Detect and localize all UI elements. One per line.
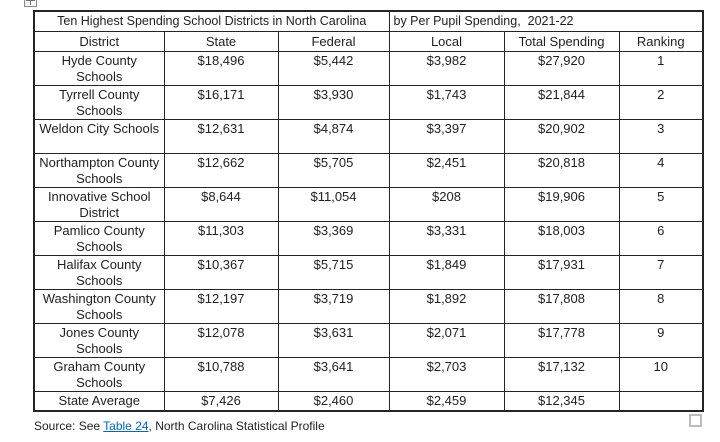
cell-state: $7,426: [163, 391, 279, 411]
col-header-local: Local: [388, 31, 505, 52]
cell-state: $18,496: [163, 51, 279, 86]
cell-ranking: 7: [618, 255, 704, 290]
cell-state: $12,078: [163, 323, 279, 358]
cell-total: $18,003: [503, 221, 620, 256]
cell-district: Graham County Schools: [33, 357, 165, 392]
cell-total: $17,931: [503, 255, 620, 290]
col-header-federal: Federal: [277, 31, 390, 52]
cell-federal: $5,705: [277, 153, 390, 188]
move-cross-icon: [25, 0, 36, 6]
cell-federal: $3,631: [277, 323, 390, 358]
state-average-row: State Average $7,426 $2,460 $2,459 $12,345: [33, 391, 704, 411]
cell-local: $3,397: [388, 119, 505, 154]
table-row: Washington County Schools $12,197 $3,719 $1…: [33, 289, 704, 324]
col-header-ranking: Ranking: [618, 31, 704, 52]
cell-ranking: [618, 391, 704, 411]
cell-state: $8,644: [163, 187, 279, 222]
cell-state: $11,303: [163, 221, 279, 256]
table-title-right: by Per Pupil Spending, 2021-22: [388, 10, 704, 32]
table-24-link[interactable]: Table 24: [103, 419, 149, 433]
table-row: Jones County Schools $12,078 $3,631 $2,071 $…: [33, 323, 704, 358]
col-header-district: District: [33, 31, 165, 52]
cell-district: Innovative School District: [33, 187, 165, 222]
cell-district: Hyde County Schools: [33, 51, 165, 86]
cell-ranking: 4: [618, 153, 704, 188]
cell-federal: $3,369: [277, 221, 390, 256]
cell-district: Pamlico County Schools: [33, 221, 165, 256]
table-resize-handle[interactable]: [689, 414, 702, 427]
cell-total: $21,844: [503, 85, 620, 120]
cell-ranking: 6: [618, 221, 704, 256]
cell-state: $12,197: [163, 289, 279, 324]
cell-ranking: 2: [618, 85, 704, 120]
cell-federal: $4,874: [277, 119, 390, 154]
cell-total: $17,132: [503, 357, 620, 392]
cell-federal: $3,719: [277, 289, 390, 324]
cell-total: $17,808: [503, 289, 620, 324]
table-row: Hyde County Schools $18,496 $5,442 $3,982 $2…: [33, 51, 704, 86]
cell-federal: $5,715: [277, 255, 390, 290]
cell-state: $10,788: [163, 357, 279, 392]
cell-total: $12,345: [503, 391, 620, 411]
table-row: Tyrrell County Schools $16,171 $3,930 $1,74…: [33, 85, 704, 120]
cell-total: $27,920: [503, 51, 620, 86]
cell-local: $3,982: [388, 51, 505, 86]
cell-state: $10,367: [163, 255, 279, 290]
table-row: Northampton County Schools $12,662 $5,705 $…: [33, 153, 704, 188]
cell-local: $2,451: [388, 153, 505, 188]
cell-local: $2,459: [388, 391, 505, 411]
cell-federal: $11,054: [277, 187, 390, 222]
table-row: Weldon City Schools $12,631 $4,874 $3,397 $2…: [33, 119, 704, 154]
cell-federal: $3,930: [277, 85, 390, 120]
table-row: Halifax County Schools $10,367 $5,715 $1,84…: [33, 255, 704, 290]
cell-total: $20,818: [503, 153, 620, 188]
col-header-total: Total Spending: [503, 31, 620, 52]
source-prefix: Source: See: [34, 419, 104, 433]
cell-state: $16,171: [163, 85, 279, 120]
cell-local: $1,892: [388, 289, 505, 324]
cell-federal: $3,641: [277, 357, 390, 392]
cell-district: Northampton County Schools: [33, 153, 165, 188]
cell-total: $20,902: [503, 119, 620, 154]
table-title-left: Ten Highest Spending School Districts in…: [33, 10, 390, 32]
cell-state: $12,662: [163, 153, 279, 188]
cell-district: Halifax County Schools: [33, 255, 165, 290]
source-suffix: , North Carolina Statistical Profile: [148, 419, 325, 433]
cell-local: $2,071: [388, 323, 505, 358]
cell-district: Washington County Schools: [33, 289, 165, 324]
table-row: Graham County Schools $10,788 $3,641 $2,703…: [33, 357, 704, 392]
cell-state: $12,631: [163, 119, 279, 154]
cell-local: $3,331: [388, 221, 505, 256]
table-row: Pamlico County Schools $11,303 $3,369 $3,33…: [33, 221, 704, 256]
table-move-handle[interactable]: [24, 0, 37, 7]
cell-ranking: 8: [618, 289, 704, 324]
source-line: Source: See Table 24, North Carolina Sta…: [34, 419, 325, 434]
table-row: Innovative School District $8,644 $11,054 $…: [33, 187, 704, 222]
cell-district: State Average: [33, 391, 165, 411]
cell-local: $1,849: [388, 255, 505, 290]
table-body: Hyde County Schools $18,496 $5,442 $3,982 $2…: [33, 51, 704, 411]
cell-total: $17,778: [503, 323, 620, 358]
spending-table: Ten Highest Spending School Districts in…: [33, 10, 705, 412]
cell-district: Jones County Schools: [33, 323, 165, 358]
cell-federal: $5,442: [277, 51, 390, 86]
cell-ranking: 1: [618, 51, 704, 86]
title-row: Ten Highest Spending School Districts in…: [33, 10, 704, 32]
cell-ranking: 10: [618, 357, 704, 392]
col-header-state: State: [163, 31, 279, 52]
cell-district: Tyrrell County Schools: [33, 85, 165, 120]
header-row: District State Federal Local Total Spend…: [33, 31, 704, 52]
cell-ranking: 5: [618, 187, 704, 222]
cell-district: Weldon City Schools: [33, 119, 165, 154]
cell-federal: $2,460: [277, 391, 390, 411]
cell-ranking: 3: [618, 119, 704, 154]
cell-local: $1,743: [388, 85, 505, 120]
cell-ranking: 9: [618, 323, 704, 358]
cell-local: $2,703: [388, 357, 505, 392]
cell-total: $19,906: [503, 187, 620, 222]
cell-local: $208: [388, 187, 505, 222]
